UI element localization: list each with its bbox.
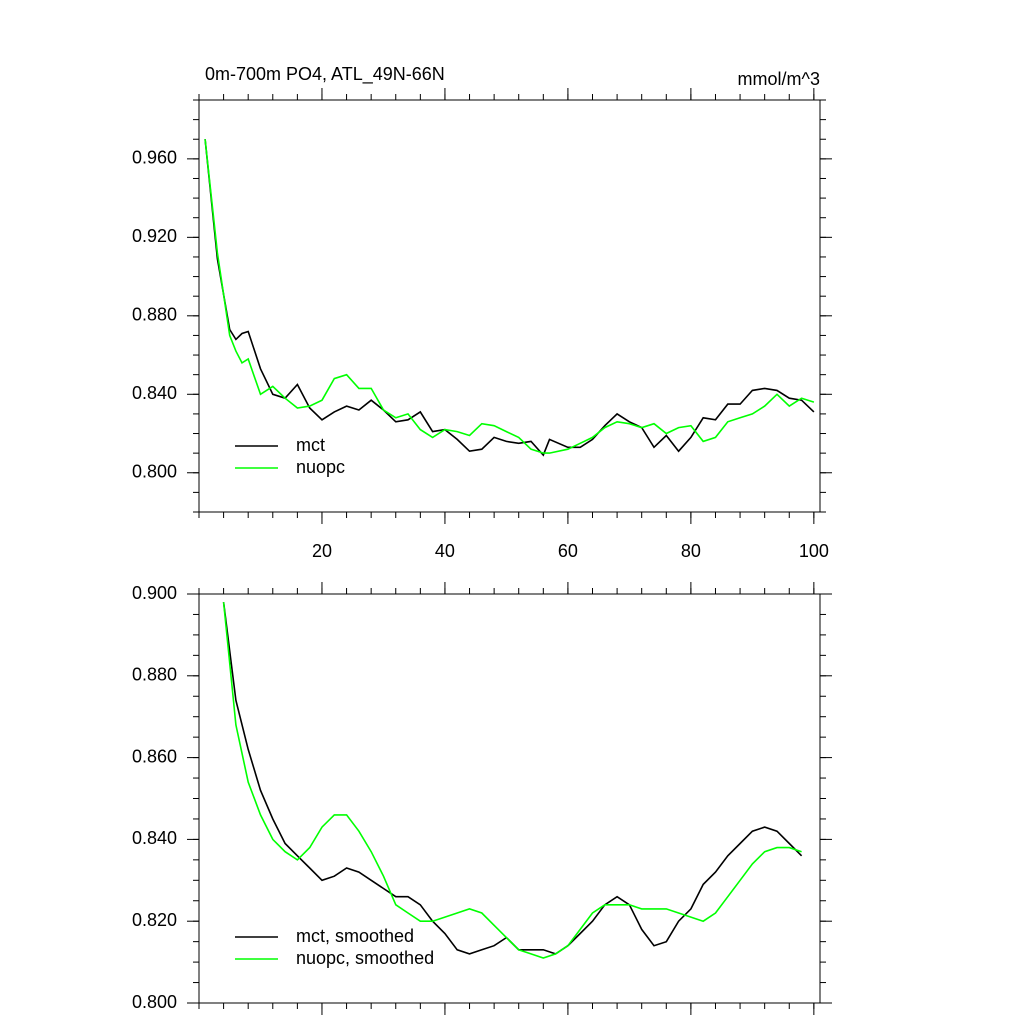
y-tick-label: 0.840 xyxy=(132,828,177,848)
y-tick-label: 0.880 xyxy=(132,305,177,325)
y-tick-label: 0.920 xyxy=(132,226,177,246)
x-tick-label: 20 xyxy=(312,541,332,561)
series-line xyxy=(204,139,815,457)
legend-label: nuopc xyxy=(296,457,345,477)
y-tick-label: 0.960 xyxy=(132,148,177,168)
x-tick-label: 100 xyxy=(799,541,829,561)
y-tick-label: 0.800 xyxy=(132,462,177,482)
y-tick-label: 0.900 xyxy=(132,583,177,603)
series-line xyxy=(222,602,802,959)
x-tick-label: 80 xyxy=(681,541,701,561)
y-tick-label: 0.840 xyxy=(132,383,177,403)
y-tick-label: 0.880 xyxy=(132,665,177,685)
y-tick-label: 0.860 xyxy=(132,746,177,766)
chart-title: 0m-700m PO4, ATL_49N-66N xyxy=(205,64,445,85)
series-line xyxy=(204,139,815,454)
plot-frame xyxy=(198,99,821,513)
series-line xyxy=(222,602,803,955)
legend-label: mct, smoothed xyxy=(296,926,414,946)
units-label: mmol/m^3 xyxy=(738,69,820,89)
x-tick-label: 60 xyxy=(558,541,578,561)
y-tick-label: 0.820 xyxy=(132,910,177,930)
x-tick-label: 40 xyxy=(435,541,455,561)
y-tick-label: 0.800 xyxy=(132,992,177,1012)
legend-label: mct xyxy=(296,435,325,455)
legend-label: nuopc, smoothed xyxy=(296,948,434,968)
